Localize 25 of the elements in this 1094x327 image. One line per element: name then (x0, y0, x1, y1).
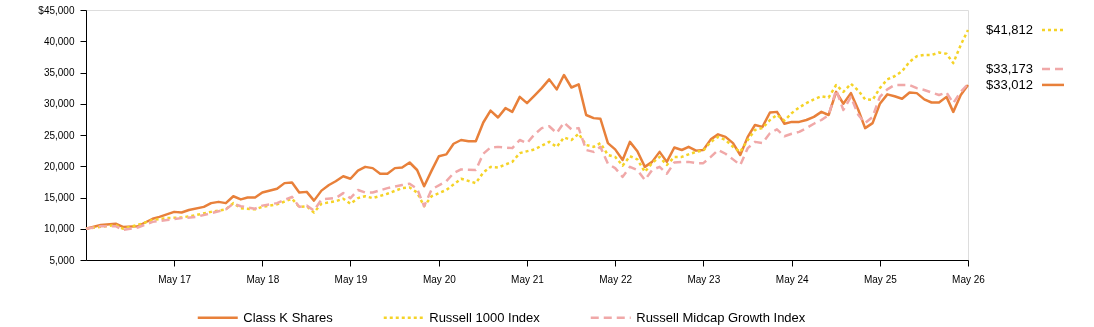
legend-label: Russell 1000 Index (429, 309, 541, 325)
x-tick-label: May 21 (511, 273, 545, 285)
legend-label: Russell Midcap Growth Index (636, 309, 806, 325)
y-tick-label: 20,000 (43, 160, 75, 172)
x-tick-label: May 25 (863, 273, 898, 285)
x-tick-label: May 26 (952, 273, 986, 285)
x-tick-label: May 20 (422, 273, 457, 285)
y-tick-label: 35,000 (43, 67, 75, 78)
y-tick-label: $45,000 (38, 4, 75, 16)
y-tick-label: 25,000 (43, 129, 75, 141)
x-tick-label: May 18 (246, 273, 280, 285)
x-tick-label: May 23 (687, 273, 721, 285)
annotation: $41,812 (986, 21, 1033, 37)
y-tick-label: 40,000 (43, 35, 75, 47)
x-tick-label: May 24 (775, 273, 810, 285)
y-tick-label: 10,000 (43, 223, 75, 235)
x-tick-label: May 19 (334, 273, 368, 285)
legend-label: Class K Shares (243, 309, 334, 325)
y-tick-label: 5,000 (49, 254, 75, 266)
x-tick-label: May 22 (599, 273, 633, 285)
x-tick-label: May 17 (158, 273, 192, 285)
y-tick-label: 30,000 (43, 98, 75, 110)
annotation: $33,012 (986, 76, 1033, 92)
y-tick-label: 15,000 (43, 192, 75, 203)
annotation: $33,173 (986, 60, 1033, 76)
